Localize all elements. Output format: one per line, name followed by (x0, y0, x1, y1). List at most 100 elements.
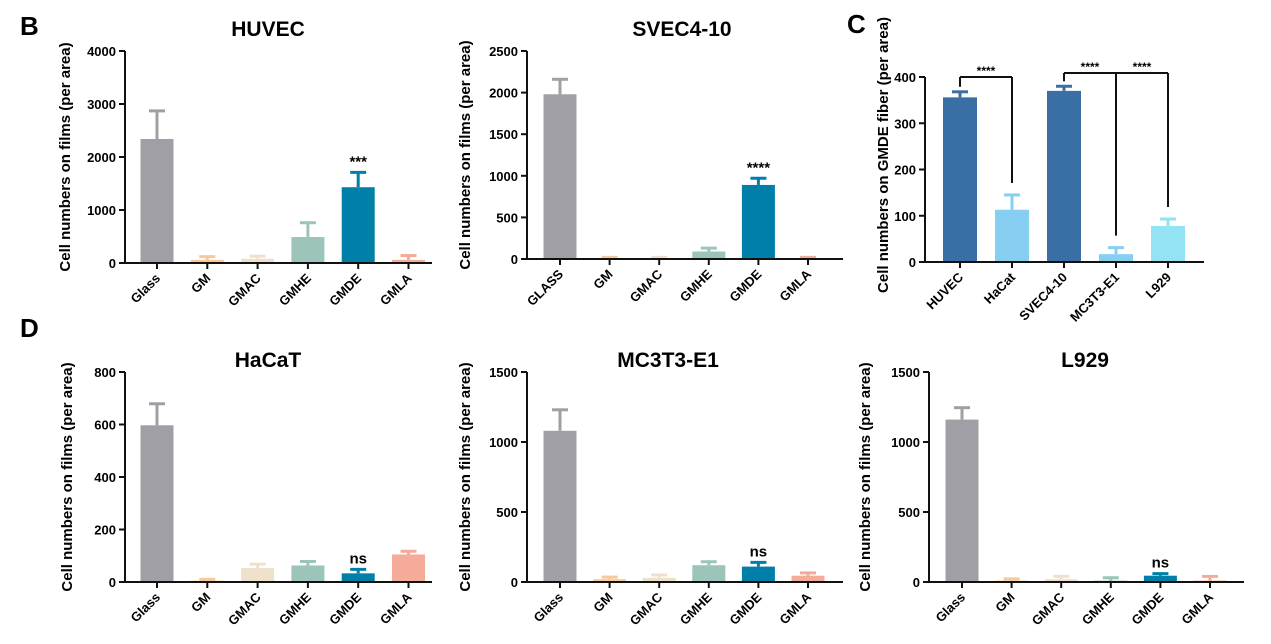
bracket-significance-label: **** (1133, 60, 1152, 74)
x-tick-label: GMAC (627, 266, 666, 305)
bar-glass (543, 94, 577, 259)
bar-gmac (241, 568, 275, 582)
y-tick-label: 200 (94, 523, 116, 538)
chart-title: MC3T3-E1 (617, 349, 719, 372)
y-axis-label: Cell numbers on films (per area) (857, 362, 874, 591)
y-tick-label: 0 (511, 575, 518, 590)
bar-gmhe (291, 565, 325, 582)
y-tick-label: 2500 (489, 44, 518, 59)
y-tick-label: 0 (909, 255, 916, 270)
chart-mc3t3: MC3T3-E1 Cell numbers on films (per area)… (457, 349, 843, 628)
bar-gmla (392, 259, 425, 263)
x-tick-label: GM (992, 590, 1017, 615)
y-tick-label: 100 (894, 209, 916, 224)
chart-title: SVEC4-10 (632, 18, 731, 41)
bar-gmhe (692, 251, 726, 259)
bar-glass (140, 138, 174, 263)
bar-gm (593, 579, 627, 582)
y-tick-label: 400 (894, 70, 916, 85)
chart-gmde-fiber: Cell numbers on GMDE fiber (per area) 0 10… (875, 17, 1204, 325)
bar-gmac (642, 577, 676, 582)
x-tick-label: GMAC (225, 589, 264, 628)
y-tick-label: 1000 (489, 169, 518, 184)
x-tick-label: GMDE (326, 589, 364, 627)
bar-gmla (791, 575, 825, 582)
x-tick-label: GLASS (524, 266, 567, 309)
y-tick-label: 0 (109, 575, 116, 590)
significance-label: **** (747, 159, 771, 176)
y-tick-label: 1500 (891, 365, 920, 380)
x-tick-label: GM (590, 590, 615, 615)
y-tick-label: 2000 (489, 86, 518, 101)
chart-title: L929 (1061, 349, 1109, 372)
bar-glass (945, 419, 979, 582)
y-tick-label: 0 (109, 256, 116, 271)
y-tick-label: 800 (94, 365, 116, 380)
significance-label: ns (750, 543, 768, 560)
y-axis-label: Cell numbers on films (per area) (57, 42, 74, 271)
x-tick-label: Glass (127, 271, 163, 307)
bar-gmhe (291, 237, 325, 263)
x-tick-label: GMAC (627, 589, 666, 628)
y-axis-label: Cell numbers on GMDE fiber (per area) (875, 17, 892, 293)
y-tick-label: 1000 (489, 435, 518, 450)
y-tick-label: 400 (94, 470, 116, 485)
chart-hacat: HaCaT Cell numbers on films (per area) 0 20… (59, 349, 432, 628)
y-tick-label: 0 (511, 252, 518, 267)
y-tick-label: 1500 (489, 127, 518, 142)
x-tick-label: GMHE (677, 589, 715, 627)
bar-gmhe (692, 565, 726, 582)
panel-letter-b: B (20, 11, 39, 41)
x-tick-label: GMLA (1178, 589, 1216, 627)
y-tick-label: 500 (496, 505, 518, 520)
bar-gmde (341, 187, 375, 263)
bar-gm (190, 259, 224, 263)
bar-svec4-10 (1047, 90, 1081, 262)
y-tick-label: 2000 (87, 150, 116, 165)
bar-gmla (392, 554, 425, 582)
chart-title: HaCaT (235, 349, 302, 372)
y-tick-label: 500 (898, 505, 920, 520)
y-axis-label: Cell numbers on films (per area) (59, 362, 76, 591)
x-tick-label: GMDE (726, 266, 764, 304)
y-axis-label: Cell numbers on films (per area) (457, 362, 474, 591)
y-tick-label: 1000 (87, 203, 116, 218)
bracket-significance-label: **** (977, 64, 996, 78)
x-tick-label: L929 (1143, 270, 1175, 302)
significance-label: ns (349, 550, 367, 567)
x-tick-label: GMDE (326, 270, 364, 308)
x-tick-label: Glass (127, 590, 163, 626)
bar-mc3t3-e1 (1099, 254, 1133, 262)
x-tick-label: GMDE (1128, 589, 1166, 627)
x-tick-label: GMHE (1079, 589, 1117, 627)
x-tick-label: SVEC4-10 (1016, 270, 1070, 324)
y-tick-label: 1000 (891, 435, 920, 450)
x-tick-label: GMAC (225, 270, 264, 309)
x-tick-label: GM (188, 271, 213, 296)
panel-letter-c: C (847, 9, 866, 39)
bar-gmde (1143, 575, 1177, 582)
bar-huvec (943, 97, 977, 262)
bracket-significance-label: **** (1081, 60, 1100, 74)
bar-gmac (241, 258, 275, 263)
y-tick-label: 0 (913, 575, 920, 590)
bar-gmde (741, 566, 775, 582)
panel-letter-d: D (20, 313, 39, 343)
x-tick-label: Glass (932, 590, 968, 626)
x-tick-label: GMHE (276, 270, 314, 308)
x-tick-label: GMDE (726, 589, 764, 627)
bar-gmde (341, 573, 375, 582)
x-tick-label: GMHE (677, 266, 715, 304)
y-tick-label: 4000 (87, 44, 116, 59)
x-tick-label: GMLA (776, 589, 814, 627)
y-tick-label: 1500 (489, 365, 518, 380)
y-tick-label: 600 (94, 418, 116, 433)
x-tick-label: HaCat (981, 269, 1019, 307)
bar-l929 (1151, 225, 1185, 262)
y-axis-label: Cell numbers on films (per area) (457, 40, 474, 269)
x-tick-label: GMLA (377, 589, 415, 627)
y-tick-label: 200 (894, 163, 916, 178)
bar-gmde (741, 184, 775, 259)
bar-glass (140, 425, 174, 582)
